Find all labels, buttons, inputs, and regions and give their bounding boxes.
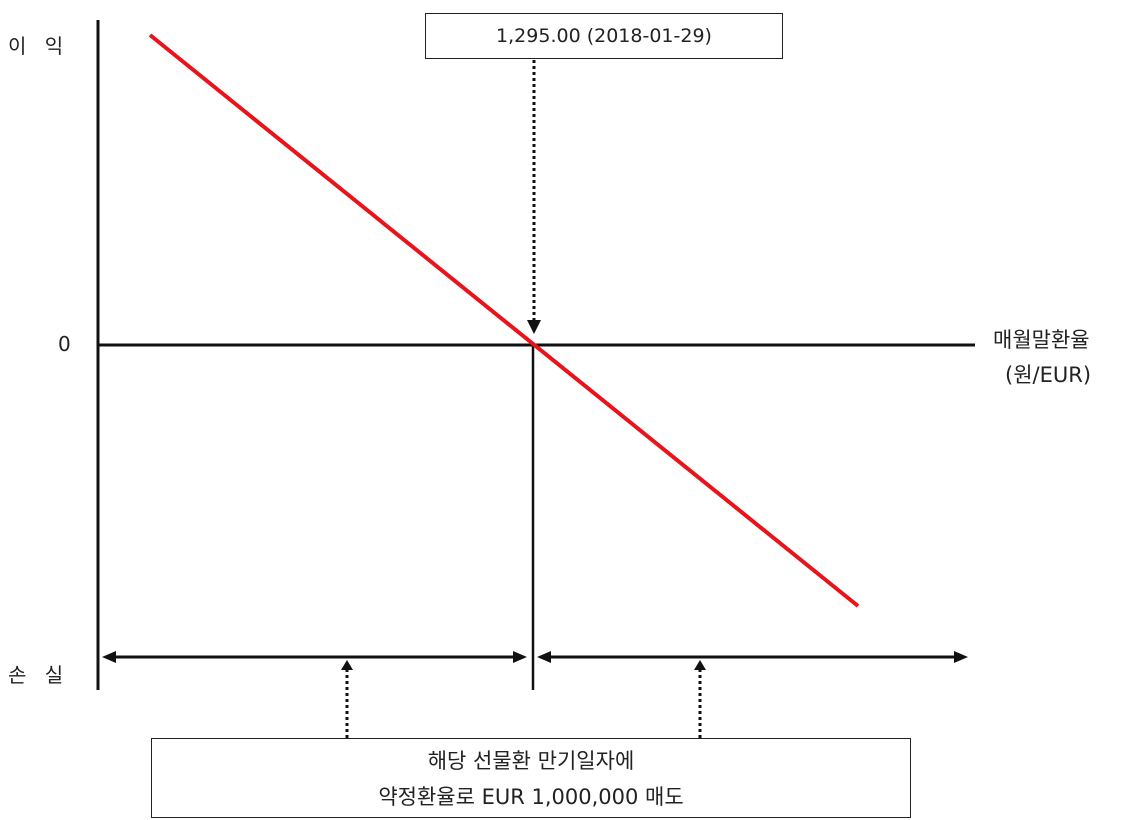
strike-callout-box: 1,295.00 (2018-01-29) xyxy=(425,13,783,59)
payoff-line xyxy=(148,33,860,608)
left-note-pointer-arrowhead xyxy=(341,660,353,670)
loss-label: 손 실 xyxy=(8,663,70,687)
strike-callout-text: 1,295.00 (2018-01-29) xyxy=(496,25,712,47)
right-note-pointer-arrowhead xyxy=(694,660,706,670)
profit-label: 이 익 xyxy=(8,34,70,58)
zero-label: 0 xyxy=(58,332,71,356)
strike-pointer-arrowhead xyxy=(527,320,541,334)
note-callout-line2: 약정환율로 EUR 1,000,000 매도 xyxy=(378,785,684,809)
note-callout-box: 해당 선물환 만기일자에 약정환율로 EUR 1,000,000 매도 xyxy=(151,738,911,818)
x-axis-label-line1: 매월말환율 xyxy=(993,328,1090,352)
right-range-arrowhead-right xyxy=(954,651,968,663)
x-axis-label-line2: (원/EUR) xyxy=(1005,363,1092,387)
right-range-arrowhead-left xyxy=(537,651,551,663)
note-callout-line1: 해당 선물환 만기일자에 xyxy=(427,749,635,773)
left-range-arrowhead-right xyxy=(513,651,527,663)
left-range-arrowhead-left xyxy=(102,651,116,663)
